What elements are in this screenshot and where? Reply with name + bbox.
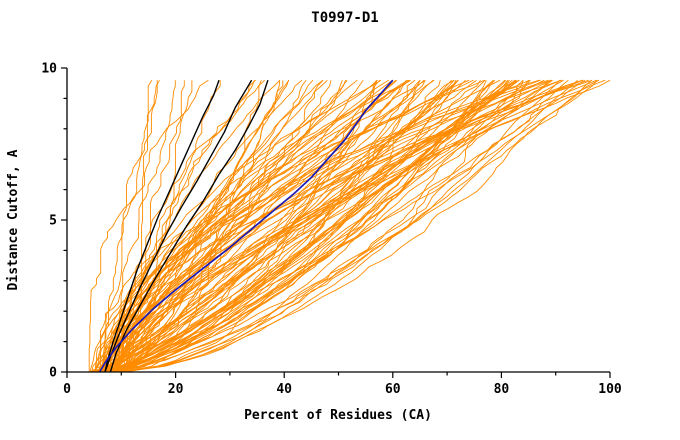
y-tick-label: 10 — [41, 62, 57, 77]
y-tick-label: 5 — [49, 214, 57, 229]
ensemble-curve — [121, 80, 441, 373]
ensemble-curve — [94, 79, 416, 373]
x-tick-label: 40 — [276, 382, 292, 397]
ensemble-curve — [103, 79, 485, 372]
ensemble-curve — [101, 79, 562, 372]
ensemble-curve — [110, 80, 158, 373]
ensemble-curve — [102, 79, 606, 373]
x-tick-label: 20 — [168, 382, 184, 397]
ensemble-curve — [123, 79, 328, 373]
ensemble-curve — [108, 79, 290, 373]
ensemble-curve — [122, 79, 398, 373]
ensemble-curve — [106, 79, 348, 373]
ensemble-curve — [112, 79, 496, 373]
ensemble-curve — [95, 79, 411, 372]
ensemble-curve — [114, 79, 517, 373]
highlight-model-2-curve — [104, 79, 253, 373]
highlight-model-3-curve — [109, 79, 269, 373]
ensemble-curve — [91, 79, 407, 373]
x-tick-label: 80 — [494, 382, 510, 397]
ensemble-curve — [112, 79, 380, 373]
x-tick-label: 0 — [63, 382, 71, 397]
ensemble-curve — [95, 79, 452, 373]
x-tick-label: 100 — [598, 382, 622, 397]
ensemble-curve — [119, 79, 409, 373]
y-tick-label: 0 — [49, 366, 57, 381]
ensemble-curve — [98, 79, 524, 373]
model-curves — [88, 79, 611, 373]
chart-title: T0997-D1 — [311, 10, 378, 26]
ensemble-curve — [109, 79, 611, 373]
ensemble-curve — [126, 80, 284, 373]
y-axis-label: Distance Cutoff, A — [6, 149, 21, 290]
ensemble-curve — [125, 79, 569, 373]
x-tick-label: 60 — [385, 382, 401, 397]
ensemble-curve — [107, 79, 530, 373]
ensemble-curve — [113, 79, 501, 373]
ensemble-curve — [103, 80, 185, 372]
ensemble-curve — [104, 79, 160, 372]
selected-model-blue-curve — [98, 79, 394, 373]
ensemble-curve — [92, 79, 434, 373]
highlight-model-1-curve — [104, 79, 220, 373]
ensemble-curve — [102, 79, 153, 372]
ensemble-curve — [115, 79, 598, 373]
ensemble-curve — [117, 79, 477, 373]
ensemble-curve — [121, 80, 524, 373]
ensemble-curve — [95, 79, 589, 372]
ensemble-curve — [116, 79, 457, 373]
axes: 0 20 40 60 80 100 0 5 10 — [41, 62, 622, 398]
ensemble-curve — [94, 80, 343, 373]
ensemble-curve — [120, 79, 426, 373]
x-axis-label: Percent of Residues (CA) — [244, 408, 432, 423]
ensemble-curve — [88, 79, 209, 372]
